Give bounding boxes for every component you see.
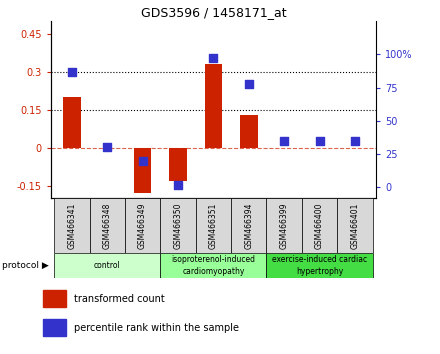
Point (210, 56, 217, 61)
Bar (89, 198, 125, 253)
Point (68, 69, 75, 75)
Text: protocol ▶: protocol ▶ (2, 261, 49, 270)
Text: GSM466350: GSM466350 (173, 202, 183, 249)
Bar (134, 148, 151, 193)
Bar (169, 148, 187, 181)
Text: transformed count: transformed count (74, 294, 165, 304)
Text: isoproterenol-induced
cardiomyopathy: isoproterenol-induced cardiomyopathy (172, 256, 255, 275)
Point (352, 138, 359, 144)
Point (139, 158, 146, 164)
Bar (63, 97, 81, 148)
Bar (205, 64, 222, 148)
Bar (43, 290, 66, 307)
Text: GSM466349: GSM466349 (138, 202, 147, 249)
Text: GSM466399: GSM466399 (280, 202, 289, 249)
Bar (240, 115, 258, 148)
Bar (302, 198, 337, 253)
Text: control: control (94, 261, 121, 270)
Text: GSM466400: GSM466400 (315, 202, 324, 249)
Text: GSM466341: GSM466341 (67, 202, 76, 249)
Bar (231, 198, 267, 253)
Bar (196, 198, 231, 253)
Point (104, 144, 111, 150)
Title: GDS3596 / 1458171_at: GDS3596 / 1458171_at (141, 6, 286, 19)
Point (316, 138, 323, 144)
Bar (43, 319, 66, 336)
Point (245, 81, 252, 86)
Bar (160, 253, 267, 278)
Text: GSM466351: GSM466351 (209, 202, 218, 249)
Text: GSM466348: GSM466348 (103, 202, 112, 249)
Bar (125, 198, 160, 253)
Point (175, 182, 182, 187)
Bar (337, 198, 373, 253)
Text: exercise-induced cardiac
hypertrophy: exercise-induced cardiac hypertrophy (272, 256, 367, 275)
Text: percentile rank within the sample: percentile rank within the sample (74, 322, 239, 333)
Bar (160, 198, 196, 253)
Bar (267, 253, 373, 278)
Bar (54, 253, 160, 278)
Point (281, 138, 288, 144)
Text: GSM466394: GSM466394 (244, 202, 253, 249)
Text: GSM466401: GSM466401 (351, 202, 359, 249)
Bar (267, 198, 302, 253)
Bar (54, 198, 89, 253)
